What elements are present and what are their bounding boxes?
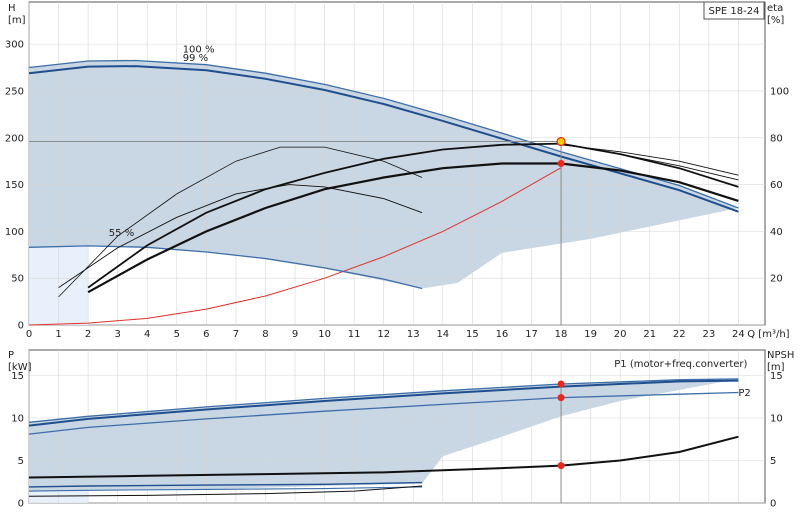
x-tick-label: 15 [466,329,479,340]
y-left-tick-label: 250 [5,86,24,97]
x-tick-label: 17 [525,329,538,340]
bottom-y-right-axis-unit: [m] [767,362,785,373]
bottom-y-left-axis-label: P [8,350,14,361]
bottom-y-right-tick-label: 5 [770,456,776,467]
power-curve [28,481,423,488]
bottom-y-right-axis-label: NPSH [767,350,794,361]
x-tick-label: 5 [174,329,180,340]
bottom-y-left-tick-label: 15 [11,371,24,382]
y-left-tick-label: 150 [5,180,24,191]
x-tick-label: 3 [114,329,120,340]
power-series-label: P1 (motor+freq.converter) [614,359,747,370]
x-axis-label: Q [m³/h] [747,329,789,340]
eta-curve [560,144,739,176]
x-tick-label: 7 [233,329,239,340]
power-curve [28,378,739,423]
x-tick-label: 13 [407,329,420,340]
chart-title: SPE 18-24 [709,6,760,17]
power-series-label: P2 [738,388,750,399]
y-right-axis-label: eta [767,3,783,14]
y-left-axis-unit: [m] [8,15,26,26]
x-tick-label: 1 [55,329,61,340]
bottom-y-left-tick-label: 5 [18,456,24,467]
eta-curve [58,184,423,288]
y-right-tick-label: 20 [770,274,783,285]
x-tick-label: 10 [318,329,331,340]
x-tick-label: 20 [614,329,627,340]
power-curve [28,485,423,497]
x-tick-label: 0 [26,329,32,340]
eta-curve [560,143,739,181]
x-tick-label: 2 [85,329,91,340]
bottom-y-right-tick-label: 10 [770,414,783,425]
speed-label: 100 % [183,45,215,56]
h-curve [28,65,739,213]
duty-point-h-marker [556,136,566,147]
system-curve [28,167,562,326]
x-tick-label: 23 [702,329,715,340]
y-left-tick-label: 0 [18,321,24,332]
y-left-tick-label: 300 [5,40,24,51]
y-left-tick-label: 200 [5,133,24,144]
x-tick-label: 22 [673,329,686,340]
y-left-tick-label: 50 [11,274,24,285]
h-curve [28,59,739,209]
x-tick-label: 12 [377,329,390,340]
power-curve [28,379,739,427]
x-tick-label: 14 [436,329,449,340]
bottom-y-right-tick-label: 0 [770,499,776,510]
x-tick-label: 4 [144,329,150,340]
x-tick-label: 6 [203,329,209,340]
bottom-duty-marker [557,394,565,402]
bottom-duty-marker [557,462,565,470]
bottom-y-left-tick-label: 0 [18,499,24,510]
power-curve [28,486,423,492]
speed-label: 55 % [109,228,134,239]
power-curve [28,391,739,435]
x-tick-label: 18 [555,329,568,340]
speed-label: 99 % [183,53,208,64]
bottom-y-left-axis-unit: [kW] [8,362,32,373]
y-left-tick-label: 100 [5,227,24,238]
duty-point-eta-marker [557,160,565,167]
x-tick-label: 11 [348,329,361,340]
bottom-y-left-tick-label: 10 [11,414,24,425]
y-right-tick-label: 60 [770,180,783,191]
bottom-duty-marker [557,380,565,388]
eta-curve [87,162,739,294]
y-right-tick-label: 40 [770,227,783,238]
x-tick-label: 16 [496,329,509,340]
x-tick-label: 21 [643,329,656,340]
x-tick-label: 24 [732,329,745,340]
y-right-tick-label: 80 [770,133,783,144]
title-box [703,1,765,20]
x-tick-label: 19 [584,329,597,340]
h-curve [28,245,423,290]
y-right-axis-unit: [%] [767,15,784,26]
bottom-y-right-tick-label: 15 [770,371,783,382]
eta-curve [58,146,423,298]
x-tick-label: 9 [292,329,298,340]
x-tick-label: 8 [262,329,268,340]
y-right-tick-label: 100 [770,86,789,97]
npsh-curve [28,435,739,479]
y-left-axis-label: H [8,3,16,14]
